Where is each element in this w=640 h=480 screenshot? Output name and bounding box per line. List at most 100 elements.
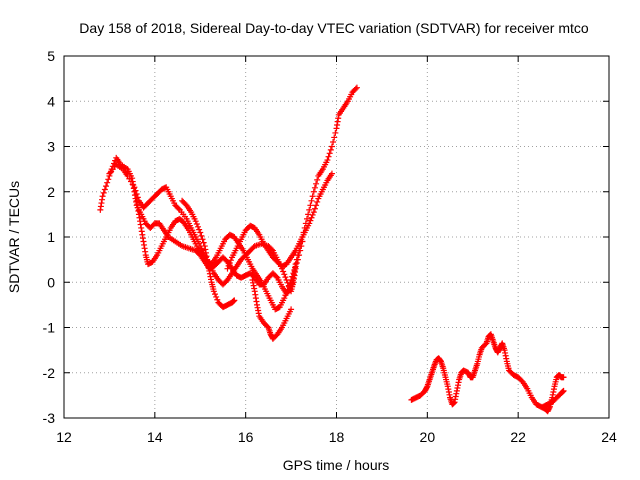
series-arc-7 bbox=[408, 331, 567, 415]
data-point bbox=[308, 197, 315, 204]
data-point bbox=[560, 374, 567, 381]
series-arc-5 bbox=[224, 170, 335, 272]
data-point bbox=[273, 273, 280, 280]
data-point bbox=[197, 229, 204, 236]
data-point bbox=[313, 180, 320, 187]
data-point bbox=[199, 236, 206, 243]
data-point bbox=[328, 170, 335, 177]
data-point bbox=[309, 211, 316, 218]
data-point bbox=[327, 146, 334, 153]
data-point bbox=[330, 138, 337, 145]
data-point bbox=[281, 295, 288, 302]
data-point bbox=[225, 262, 232, 269]
data-point bbox=[325, 153, 332, 160]
series-arc-3 bbox=[133, 197, 306, 313]
data-point bbox=[286, 280, 293, 287]
data-point bbox=[296, 252, 303, 259]
grid bbox=[64, 56, 609, 418]
data-point bbox=[214, 296, 221, 303]
y-axis-label: SDTVAR / TECUs bbox=[6, 181, 22, 293]
data-point bbox=[332, 129, 339, 136]
data-point bbox=[132, 187, 139, 194]
data-point bbox=[306, 206, 313, 213]
data-point bbox=[212, 291, 219, 298]
data-point bbox=[105, 176, 112, 183]
data-point bbox=[290, 270, 297, 277]
y-tick-label: -2 bbox=[43, 365, 56, 381]
data-point bbox=[210, 288, 217, 295]
axis-ticks bbox=[63, 55, 610, 419]
data-points bbox=[97, 84, 567, 415]
data-point bbox=[227, 257, 234, 264]
series-arc-6 bbox=[249, 276, 295, 342]
x-tick-labels: 12 14 16 18 20 22 24 bbox=[56, 429, 617, 445]
data-point bbox=[291, 266, 298, 273]
data-point bbox=[307, 217, 314, 224]
data-point bbox=[192, 218, 199, 225]
y-tick-label: 5 bbox=[47, 48, 55, 64]
data-point bbox=[198, 232, 205, 239]
data-point bbox=[293, 260, 300, 267]
data-point bbox=[133, 191, 140, 198]
data-point bbox=[311, 205, 318, 212]
data-point bbox=[314, 176, 321, 183]
y-tick-label: -3 bbox=[43, 410, 56, 426]
data-point bbox=[224, 265, 231, 272]
data-point bbox=[310, 209, 317, 216]
data-point bbox=[200, 239, 207, 246]
y-tick-label: 0 bbox=[47, 274, 55, 290]
x-tick-label: 12 bbox=[56, 429, 72, 445]
data-point bbox=[311, 184, 318, 191]
x-tick-label: 18 bbox=[329, 429, 345, 445]
data-point bbox=[283, 289, 290, 296]
data-point bbox=[560, 387, 567, 394]
data-point bbox=[331, 134, 338, 141]
data-point bbox=[308, 214, 315, 221]
data-point bbox=[194, 223, 201, 230]
data-point bbox=[99, 193, 106, 200]
y-tick-label: -1 bbox=[43, 320, 56, 336]
y-tick-label: 1 bbox=[47, 229, 55, 245]
x-tick-label: 22 bbox=[510, 429, 526, 445]
data-point bbox=[284, 286, 291, 293]
data-point bbox=[285, 283, 292, 290]
series-arc-1 bbox=[97, 84, 360, 297]
data-point bbox=[314, 198, 321, 205]
data-point bbox=[292, 263, 299, 270]
y-tick-labels: -3 -2 -1 0 1 2 3 4 5 bbox=[43, 48, 56, 426]
data-point bbox=[288, 276, 295, 283]
data-point bbox=[196, 226, 203, 233]
data-point bbox=[326, 150, 333, 157]
data-point bbox=[307, 202, 314, 209]
data-point bbox=[104, 179, 111, 186]
data-point bbox=[303, 215, 310, 222]
data-point bbox=[352, 85, 359, 92]
data-point bbox=[282, 292, 289, 299]
data-point bbox=[313, 202, 320, 209]
data-point bbox=[103, 183, 110, 190]
data-point bbox=[281, 271, 288, 278]
series-arc-4 bbox=[179, 197, 238, 311]
x-axis-label: GPS time / hours bbox=[283, 457, 390, 473]
data-point bbox=[309, 193, 316, 200]
data-point bbox=[310, 188, 317, 195]
data-point bbox=[134, 194, 141, 201]
x-tick-label: 24 bbox=[601, 429, 617, 445]
data-point bbox=[282, 274, 289, 281]
data-point bbox=[328, 143, 335, 150]
data-point bbox=[101, 186, 108, 193]
y-tick-label: 4 bbox=[47, 93, 55, 109]
data-point bbox=[324, 157, 331, 164]
data-point bbox=[294, 256, 301, 263]
y-tick-label: 3 bbox=[47, 139, 55, 155]
data-point bbox=[306, 220, 313, 227]
data-point bbox=[289, 273, 296, 280]
data-point bbox=[288, 306, 295, 313]
x-tick-label: 20 bbox=[420, 429, 436, 445]
data-point bbox=[213, 293, 220, 300]
data-point bbox=[193, 220, 200, 227]
data-point bbox=[353, 84, 360, 91]
data-point bbox=[231, 297, 238, 304]
chart-title: Day 158 of 2018, Sidereal Day-to-day VTE… bbox=[79, 20, 589, 36]
